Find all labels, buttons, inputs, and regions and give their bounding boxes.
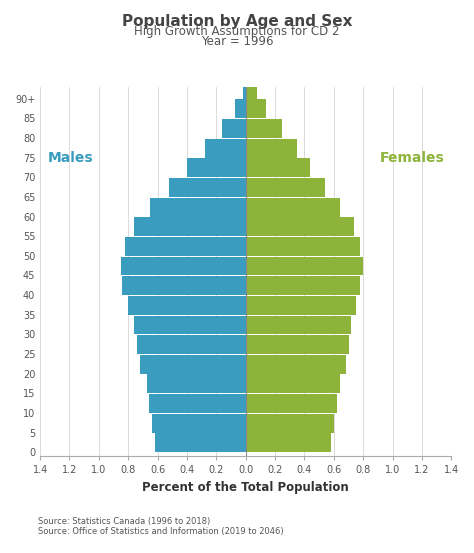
Bar (246, 139, 297, 158)
Bar (246, 276, 360, 295)
Bar (155, 434, 246, 452)
Bar (134, 316, 246, 335)
Bar (246, 296, 356, 315)
Text: Source: Statistics Canada (1996 to 2018): Source: Statistics Canada (1996 to 2018) (38, 518, 210, 526)
Bar (246, 217, 355, 236)
Bar (122, 276, 246, 295)
Bar (246, 158, 310, 178)
Bar (147, 374, 246, 393)
Bar (150, 197, 246, 217)
Text: High Growth Assumptions for CD 2: High Growth Assumptions for CD 2 (134, 25, 340, 38)
Bar (246, 414, 334, 432)
Bar (140, 355, 246, 374)
Bar (246, 197, 340, 217)
Bar (128, 296, 246, 315)
Bar (246, 237, 360, 256)
Bar (236, 100, 246, 118)
Bar (134, 217, 246, 236)
Bar (246, 316, 352, 335)
Bar (246, 355, 346, 374)
Bar (125, 237, 246, 256)
Bar (246, 178, 325, 197)
Bar (246, 119, 283, 138)
Bar (121, 257, 246, 275)
Text: Year = 1996: Year = 1996 (201, 35, 273, 49)
Bar (205, 139, 246, 158)
Bar (152, 414, 246, 432)
Bar (246, 335, 348, 354)
X-axis label: Percent of the Total Population: Percent of the Total Population (142, 481, 349, 494)
Bar (246, 434, 331, 452)
Text: Males: Males (47, 150, 93, 165)
Bar (169, 178, 246, 197)
Bar (243, 80, 246, 98)
Text: Population by Age and Sex: Population by Age and Sex (122, 14, 352, 29)
Bar (246, 80, 257, 98)
Bar (246, 374, 340, 393)
Bar (137, 335, 246, 354)
Bar (149, 394, 246, 413)
Bar (187, 158, 246, 178)
Bar (222, 119, 246, 138)
Bar (246, 394, 337, 413)
Text: Females: Females (379, 150, 444, 165)
Bar (246, 100, 266, 118)
Text: Source: Office of Statistics and Information (2019 to 2046): Source: Office of Statistics and Informa… (38, 528, 283, 536)
Bar (246, 257, 363, 275)
